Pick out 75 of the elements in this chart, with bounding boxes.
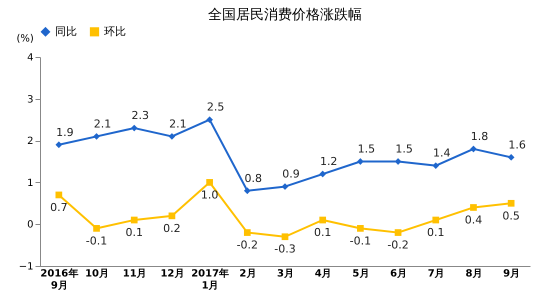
y-tick-label: 4: [27, 52, 34, 64]
data-label: 1.0: [200, 188, 218, 202]
data-label: 1.9: [56, 126, 74, 139]
data-label: 2.1: [94, 117, 112, 130]
data-label: 1.6: [508, 138, 526, 152]
x-tick-label: 11月: [122, 268, 147, 280]
point: [319, 216, 326, 224]
point: [93, 225, 100, 232]
x-tick-label: 8月: [465, 268, 482, 280]
data-label: 0.2: [163, 222, 181, 235]
point: [55, 141, 62, 148]
point: [55, 192, 62, 198]
point: [130, 124, 138, 132]
data-label: 0.4: [464, 213, 482, 226]
data-label: -0.3: [274, 242, 296, 256]
data-label: 0.7: [50, 200, 68, 214]
y-tick-label: 3: [27, 94, 34, 106]
point: [168, 133, 176, 140]
data-label: -0.2: [236, 238, 258, 252]
data-label: 2.5: [206, 100, 224, 114]
x-tick-label: 9月: [503, 268, 520, 280]
x-tick-label: 3月: [277, 268, 294, 280]
data-label: 1.5: [395, 142, 413, 156]
point: [470, 146, 477, 152]
y-tick-label: 1: [27, 178, 34, 189]
point: [206, 179, 213, 186]
y-tick-label: 0: [27, 220, 34, 231]
x-tick-label: 4月: [314, 268, 332, 280]
data-label: 2.1: [169, 117, 187, 130]
x-tick-label: 2月: [239, 268, 256, 280]
point: [93, 133, 100, 140]
point: [282, 233, 288, 240]
point: [508, 154, 515, 161]
x-tick-label: 7月: [428, 268, 445, 280]
point: [168, 212, 176, 220]
x-tick-label: 10月: [85, 268, 109, 280]
point: [206, 116, 213, 124]
x-tick-label: 6月: [390, 268, 408, 280]
point: [130, 216, 138, 224]
x-tick-label: 2017年 1月: [191, 268, 230, 292]
data-label: 1.2: [320, 155, 338, 168]
point: [357, 158, 364, 165]
point: [432, 162, 440, 170]
legend-label: 环比: [104, 24, 126, 38]
data-label: -0.1: [350, 234, 372, 248]
point: [394, 229, 402, 236]
data-label: 0.8: [244, 172, 262, 185]
point: [282, 183, 288, 190]
y-tick-label: 2: [27, 136, 34, 148]
y-tick-label: −1: [18, 262, 34, 272]
data-label: -0.1: [86, 234, 108, 248]
data-label: 0.1: [125, 226, 143, 240]
data-label: 2.3: [131, 109, 149, 122]
point: [394, 158, 402, 165]
chart-title: 全国居民消费价格涨跌幅: [208, 7, 362, 23]
data-label: 0.1: [314, 226, 332, 240]
point: [244, 187, 251, 194]
point: [357, 225, 364, 232]
point: [432, 216, 440, 224]
point: [470, 204, 477, 211]
data-label: -0.2: [387, 238, 409, 252]
x-tick-label: 2016年 9月: [40, 268, 78, 292]
data-label: 1.5: [358, 142, 376, 156]
point: [244, 229, 251, 236]
data-label: 1.4: [433, 146, 451, 160]
data-label: 0.5: [502, 209, 520, 222]
data-label: 0.1: [427, 226, 445, 240]
x-tick-label: 5月: [352, 268, 370, 280]
y-axis-title: (%): [16, 34, 34, 44]
data-label: 1.8: [470, 130, 488, 143]
point: [508, 200, 515, 207]
legend-label: 同比: [55, 24, 77, 38]
x-tick-label: 12月: [160, 268, 184, 280]
data-label: 0.9: [282, 168, 300, 181]
point: [319, 170, 326, 178]
